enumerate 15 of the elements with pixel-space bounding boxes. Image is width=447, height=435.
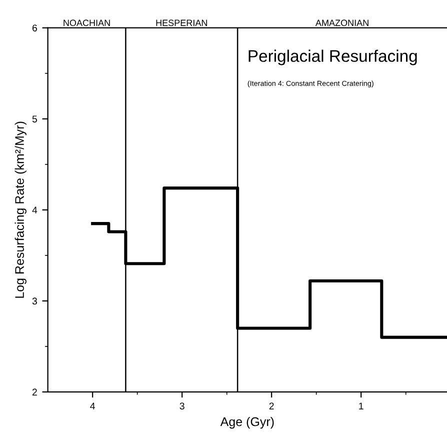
y-axis-title: Log Resurfacing Rate (km²/Myr) bbox=[14, 122, 26, 298]
y-tick-label: 3 bbox=[32, 298, 37, 305]
text: Periglacial Resurfacing bbox=[248, 50, 417, 66]
x-tick-label: 4 bbox=[90, 402, 95, 410]
y-tick-label: 4 bbox=[32, 206, 38, 214]
x-tick-label: 2 bbox=[269, 402, 274, 410]
x-tick-label: 3 bbox=[180, 402, 184, 410]
text: NOACHIAN bbox=[64, 20, 110, 26]
y-tick-label: 2 bbox=[32, 388, 37, 396]
text: AMAZONIAN bbox=[315, 20, 368, 26]
x-axis-title: Age (Gyr) bbox=[220, 416, 274, 429]
x-tick-label: 1 bbox=[359, 402, 364, 410]
text: HESPERIAN bbox=[156, 20, 207, 26]
y-tick-label: 5 bbox=[32, 116, 38, 122]
y-tick-label: 6 bbox=[32, 24, 37, 32]
